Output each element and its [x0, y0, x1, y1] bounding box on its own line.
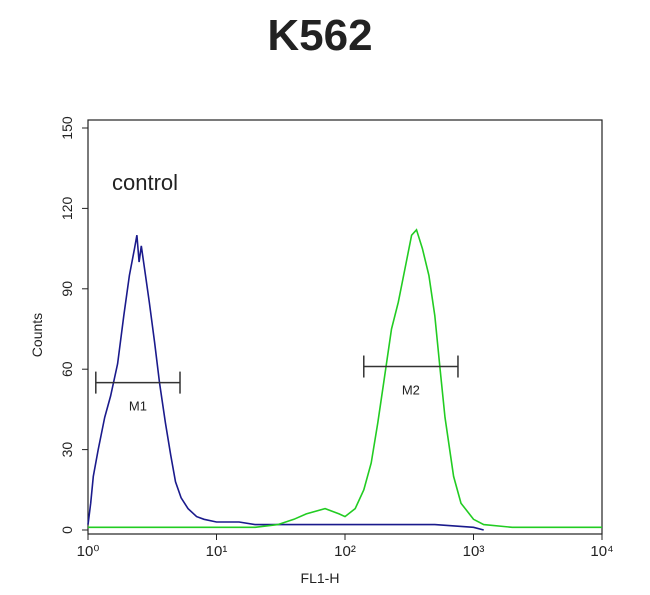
y-tick-label: 150: [59, 116, 75, 140]
y-tick-label: 60: [59, 361, 75, 377]
y-tick-label: 30: [59, 442, 75, 458]
y-tick-label: 0: [59, 526, 75, 534]
gate-label: M1: [129, 399, 147, 414]
y-tick-label: 90: [59, 281, 75, 297]
x-tick-label: 10²: [334, 543, 356, 560]
x-tick-label: 10³: [463, 543, 485, 560]
y-axis-label: Counts: [29, 313, 45, 357]
x-tick-label: 10¹: [206, 543, 228, 560]
annotation: control: [112, 170, 178, 195]
x-tick-label: 10⁴: [590, 543, 613, 560]
series-line: [88, 228, 602, 529]
x-axis-label: FL1-H: [301, 570, 340, 586]
gate-label: M2: [402, 383, 420, 398]
series-line: [87, 235, 484, 531]
y-tick-label: 120: [59, 197, 75, 221]
x-tick-label: 10⁰: [77, 543, 100, 560]
chart-title: K562: [267, 11, 372, 60]
